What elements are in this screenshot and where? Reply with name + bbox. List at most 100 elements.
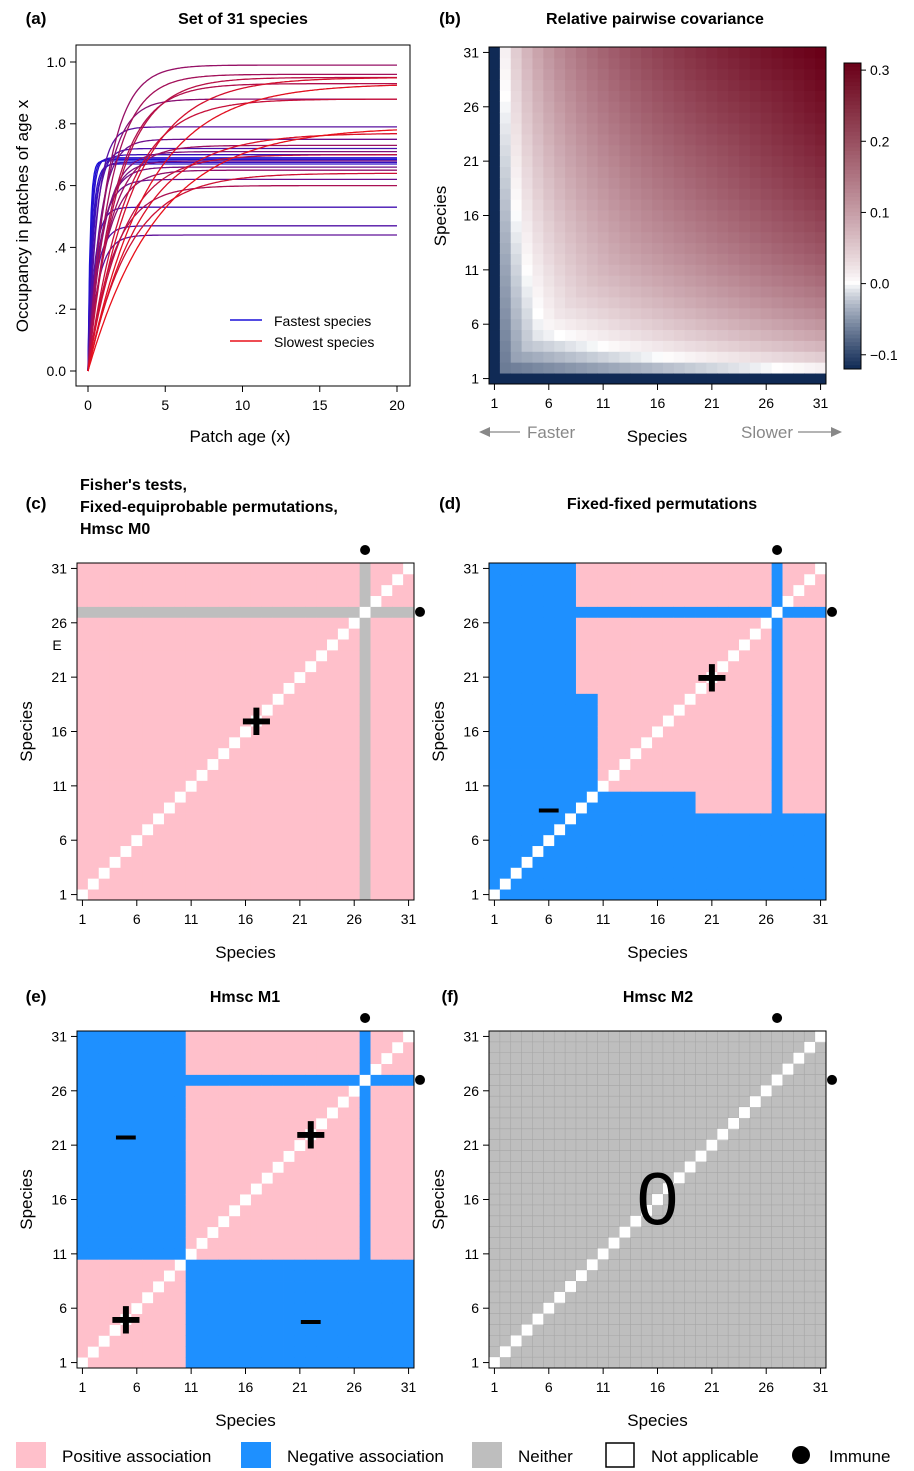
matrix-cell — [554, 867, 565, 878]
matrix-cell — [706, 1216, 717, 1227]
matrix-cell — [327, 661, 338, 672]
heatmap-cell — [717, 167, 728, 178]
matrix-cell — [500, 846, 511, 857]
matrix-cell — [543, 867, 554, 878]
matrix-cell — [142, 1118, 153, 1129]
matrix-cell — [630, 563, 641, 574]
matrix-cell — [284, 1292, 295, 1303]
heatmap-cell — [522, 112, 533, 123]
heatmap-cell — [804, 308, 815, 319]
heatmap-cell — [532, 319, 543, 330]
matrix-cell — [88, 1325, 99, 1336]
heatmap-cell — [500, 145, 511, 156]
heatmap-cell — [717, 101, 728, 112]
matrix-cell — [522, 639, 533, 650]
matrix-cell — [728, 1216, 739, 1227]
matrix-cell — [229, 1183, 240, 1194]
matrix-cell — [381, 1031, 392, 1042]
matrix-cell — [706, 1118, 717, 1129]
matrix-cell — [522, 1194, 533, 1205]
matrix-cell — [522, 1303, 533, 1314]
heatmap-cell — [772, 167, 783, 178]
heatmap-cell — [522, 123, 533, 134]
matrix-cell — [240, 1161, 251, 1172]
matrix-cell — [305, 661, 316, 672]
matrix-cell — [153, 1172, 164, 1183]
heatmap-cell — [696, 199, 707, 210]
matrix-cell — [381, 846, 392, 857]
matrix-cell — [403, 780, 414, 791]
matrix-cell — [197, 1107, 208, 1118]
matrix-cell — [663, 857, 674, 868]
heatmap-cell — [587, 362, 598, 373]
matrix-cell — [371, 1325, 382, 1336]
heatmap-cell — [728, 232, 739, 243]
heatmap-cell — [587, 297, 598, 308]
matrix-cell — [175, 1314, 186, 1325]
matrix-cell — [164, 606, 175, 617]
heatmap-cell — [532, 275, 543, 286]
heatmap-cell — [565, 373, 576, 384]
matrix-cell — [587, 824, 598, 835]
matrix-cell — [305, 759, 316, 770]
matrix-cell — [338, 759, 349, 770]
matrix-cell — [392, 1161, 403, 1172]
heatmap-cell — [587, 69, 598, 80]
matrix-cell — [392, 1325, 403, 1336]
matrix-cell — [543, 563, 554, 574]
matrix-cell — [554, 639, 565, 650]
matrix-cell — [273, 1118, 284, 1129]
matrix-cell — [511, 759, 522, 770]
matrix-cell — [392, 846, 403, 857]
matrix-cell — [110, 1042, 121, 1053]
matrix-cell — [489, 1325, 500, 1336]
matrix-cell — [305, 878, 316, 889]
matrix-cell — [229, 596, 240, 607]
matrix-cell — [131, 715, 142, 726]
matrix-cell — [229, 1259, 240, 1270]
heatmap-cell — [815, 167, 826, 178]
matrix-cell — [739, 780, 750, 791]
matrix-cell — [186, 585, 197, 596]
matrix-cell — [576, 726, 587, 737]
matrix-cell — [706, 835, 717, 846]
matrix-cell — [587, 715, 598, 726]
matrix-cell — [761, 1172, 772, 1183]
matrix-cell — [284, 715, 295, 726]
heatmap-cell — [630, 232, 641, 243]
matrix-cell — [815, 780, 826, 791]
matrix-cell — [240, 1074, 251, 1085]
matrix-cell — [609, 835, 620, 846]
matrix-cell — [522, 1346, 533, 1357]
matrix-cell — [783, 770, 794, 781]
matrix-cell — [207, 704, 218, 715]
matrix-cell — [587, 1107, 598, 1118]
matrix-cell — [761, 1346, 772, 1357]
matrix-cell — [207, 813, 218, 824]
matrix-cell — [218, 1074, 229, 1085]
matrix-cell — [761, 563, 772, 574]
matrix-cell — [316, 1194, 327, 1205]
heatmap-cell — [543, 199, 554, 210]
matrix-cell — [630, 770, 641, 781]
matrix-cell — [663, 1346, 674, 1357]
matrix-cell — [717, 596, 728, 607]
matrix-cell — [403, 802, 414, 813]
matrix-cell — [761, 683, 772, 694]
matrix-cell — [619, 780, 630, 791]
matrix-cell — [88, 889, 99, 900]
matrix-cell — [110, 889, 121, 900]
matrix-cell — [349, 878, 360, 889]
matrix-cell — [587, 628, 598, 639]
matrix-cell — [77, 737, 88, 748]
y-tick-label: 26 — [51, 1083, 67, 1099]
matrix-cell — [207, 1194, 218, 1205]
matrix-cell — [142, 1161, 153, 1172]
heatmap-cell — [609, 319, 620, 330]
matrix-cell — [327, 846, 338, 857]
matrix-cell — [77, 1053, 88, 1064]
matrix-cell — [674, 1031, 685, 1042]
heatmap-cell — [641, 188, 652, 199]
matrix-cell — [360, 759, 371, 770]
heatmap-cell — [804, 47, 815, 58]
